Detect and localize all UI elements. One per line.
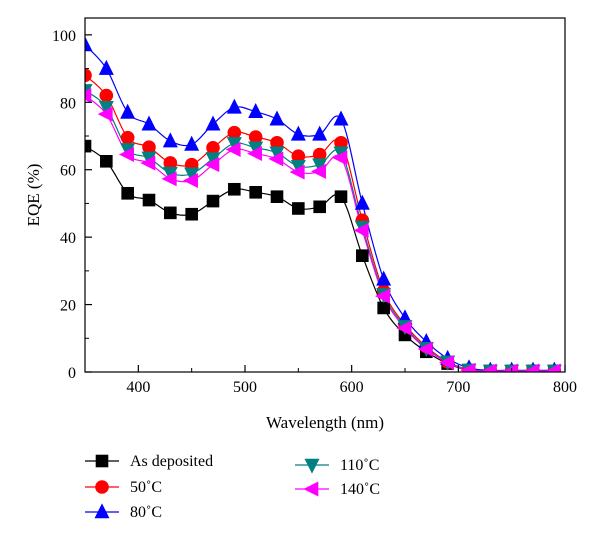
- x-tick-label-0: 400: [126, 379, 150, 396]
- data-point-4-2: [118, 147, 134, 163]
- data-point-0-6: [206, 194, 220, 208]
- legend-label-1: 50˚C: [130, 479, 162, 496]
- data-point-1-1: [99, 88, 114, 103]
- data-point-2-5: [184, 135, 200, 151]
- data-point-0-10: [292, 202, 305, 215]
- data-point-4-6: [204, 157, 220, 173]
- data-point-4-17: [438, 355, 454, 371]
- y-tick-label-0: 0: [68, 365, 76, 382]
- x-tick-label-3: 700: [446, 379, 470, 396]
- data-point-0-5: [185, 207, 198, 221]
- data-point-4-0: [85, 88, 92, 104]
- data-point-4-19: [481, 363, 497, 372]
- data-point-2-7: [226, 98, 242, 114]
- legend-label-3: 110˚C: [340, 457, 379, 474]
- data-point-2-14: [376, 270, 392, 286]
- legend-label-4: 140˚C: [340, 481, 380, 498]
- x-tick-label-1: 500: [233, 379, 257, 396]
- plot-frame: [84, 17, 566, 373]
- legend-item-0: As deposited: [85, 453, 213, 470]
- data-point-4-11: [310, 163, 326, 179]
- data-point-4-20: [502, 363, 518, 372]
- data-point-2-1: [98, 59, 114, 75]
- legend-marker-4: [303, 481, 319, 497]
- y-tick-label-2: 40: [60, 230, 76, 247]
- data-point-4-4: [161, 171, 177, 187]
- data-point-2-2: [120, 103, 136, 119]
- series-line-1: [85, 74, 555, 372]
- data-point-0-3: [142, 193, 156, 207]
- data-point-0-11: [313, 200, 326, 214]
- data-point-0-9: [270, 190, 284, 203]
- x-axis-title: Wavelength (nm): [266, 413, 384, 432]
- data-point-2-11: [312, 125, 328, 141]
- data-point-2-4: [162, 132, 178, 148]
- data-point-2-10: [290, 125, 306, 141]
- data-point-4-12: [332, 150, 348, 166]
- data-point-2-3: [141, 115, 157, 131]
- y-tick-label-4: 80: [60, 95, 76, 112]
- data-point-2-12: [333, 110, 349, 126]
- legend-marker-0: [95, 454, 109, 468]
- plot-markers: [85, 36, 562, 372]
- legend-item-2: 80˚C: [85, 503, 162, 521]
- data-point-0-14: [377, 301, 390, 315]
- data-point-0-4: [164, 206, 177, 220]
- data-point-4-18: [460, 362, 476, 372]
- data-point-4-7: [225, 142, 241, 157]
- data-point-4-10: [289, 164, 305, 180]
- data-point-4-9: [268, 151, 284, 167]
- data-point-0-12: [334, 190, 348, 203]
- data-point-4-5: [182, 173, 198, 188]
- data-point-4-8: [246, 146, 262, 162]
- data-point-0-8: [249, 186, 262, 199]
- axis-ticks: [84, 34, 566, 373]
- data-point-2-8: [248, 103, 264, 119]
- data-point-4-14: [374, 288, 390, 304]
- data-point-4-3: [140, 155, 156, 171]
- data-point-1-2: [120, 130, 135, 145]
- axis-tick-labels: 400 500 600 700 800 0 20 40 60 80 100: [52, 28, 577, 396]
- x-tick-label-2: 600: [340, 379, 364, 396]
- data-point-4-21: [524, 363, 540, 372]
- legend-marker-2: [94, 503, 110, 519]
- data-point-0-0: [85, 139, 92, 153]
- data-point-2-6: [205, 115, 221, 131]
- legend-marker-1: [95, 480, 109, 494]
- data-point-2-9: [269, 110, 285, 126]
- data-point-4-16: [417, 341, 433, 357]
- x-tick-label-4: 800: [553, 379, 577, 396]
- data-point-0-2: [121, 187, 134, 200]
- legend-label-2: 80˚C: [130, 504, 162, 521]
- data-point-0-1: [100, 154, 113, 168]
- data-point-4-1: [97, 106, 113, 122]
- data-point-2-0: [85, 36, 93, 52]
- y-tick-label-3: 60: [60, 163, 76, 180]
- y-axis-title: EQE (%): [24, 164, 43, 227]
- data-point-4-22: [545, 363, 561, 372]
- data-point-2-13: [354, 194, 370, 210]
- data-point-0-7: [228, 182, 241, 196]
- legend-item-4: 140˚C: [295, 481, 380, 498]
- y-tick-label-1: 20: [60, 298, 76, 315]
- legend-item-3: 110˚C: [295, 457, 379, 474]
- data-point-4-13: [353, 222, 369, 238]
- data-point-0-13: [356, 249, 369, 262]
- legend-label-0: As deposited: [130, 453, 213, 470]
- data-point-1-0: [85, 68, 92, 83]
- y-tick-label-5: 100: [52, 28, 76, 45]
- series-line-0: [85, 145, 555, 372]
- data-point-4-15: [396, 320, 412, 336]
- legend-marker-3: [304, 458, 320, 474]
- legend: As deposited 50˚C 80˚C 110˚C 140˚C: [85, 453, 380, 521]
- legend-item-1: 50˚C: [85, 479, 162, 496]
